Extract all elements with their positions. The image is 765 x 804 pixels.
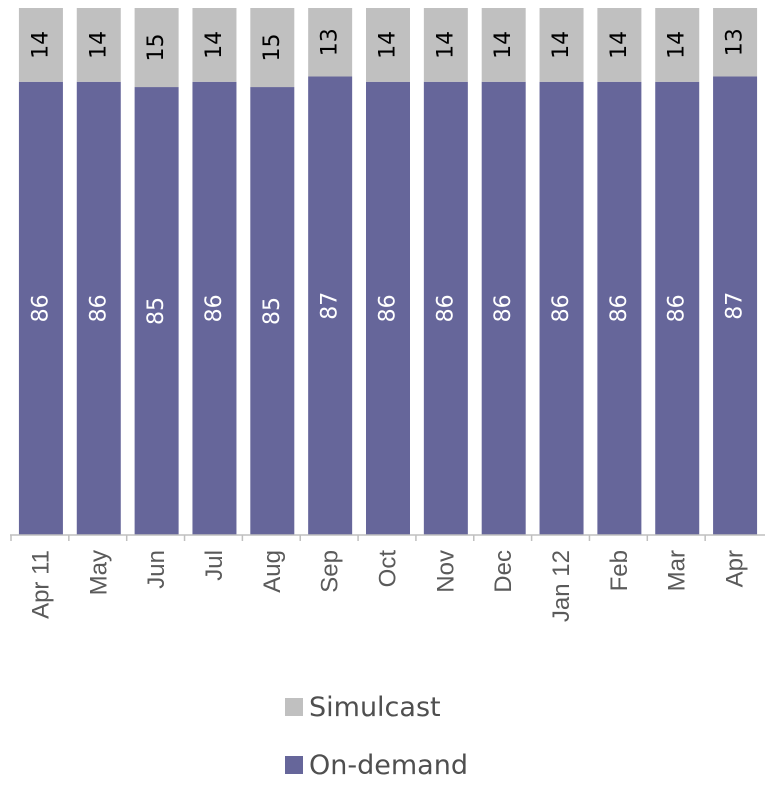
data-label-simulcast-5: 13: [318, 28, 343, 56]
x-tick-label-0: Apr 11: [27, 550, 54, 619]
x-tick-label-12: Apr: [722, 550, 749, 587]
x-tick-label-11: Mar: [664, 550, 691, 591]
data-label-on-demand-5: 87: [318, 292, 343, 320]
bar-on-demand-2: [134, 87, 179, 536]
bar-simulcast-3: [192, 8, 237, 82]
x-axis-ticks-group: [10, 535, 706, 541]
data-labels-group: 86 14 86 14 85 15 86 14 85 15 87 13 86 14 86 14 86 14 86 14…: [28, 28, 747, 325]
bar-simulcast-0: [18, 8, 63, 82]
bar-simulcast-5: [308, 8, 353, 77]
bar-on-demand-8: [481, 81, 526, 535]
data-label-simulcast-2: 15: [144, 34, 169, 62]
x-axis-labels-group: Apr 11 May Jun Jul Aug Sep Oct Nov Dec Jan 12 Feb M…: [27, 550, 748, 622]
data-label-on-demand-0: 86: [28, 294, 53, 322]
x-tick-label-4: Aug: [259, 550, 286, 593]
bar-on-demand-5: [308, 76, 353, 535]
bar-simulcast-7: [423, 8, 468, 82]
x-tick-label-9: Jan 12: [548, 550, 575, 622]
x-tick-label-6: Oct: [375, 550, 402, 588]
x-tick-label-3: Jul: [201, 550, 228, 581]
bar-on-demand-10: [597, 81, 642, 535]
bar-simulcast-4: [250, 8, 295, 88]
data-label-on-demand-8: 86: [491, 294, 516, 322]
data-label-simulcast-8: 14: [491, 31, 516, 59]
data-label-on-demand-4: 85: [260, 297, 285, 325]
data-label-simulcast-10: 14: [607, 31, 632, 59]
bar-simulcast-10: [597, 8, 642, 82]
legend-swatch-simulcast: [285, 698, 303, 716]
bar-simulcast-11: [655, 8, 700, 82]
legend-item-simulcast: Simulcast: [285, 688, 585, 726]
x-tick-label-10: Feb: [606, 550, 633, 591]
x-tick-label-5: Sep: [317, 550, 344, 593]
bar-on-demand-12: [713, 76, 758, 535]
bar-on-demand-11: [655, 81, 700, 535]
legend-item-on-demand: On-demand: [285, 746, 585, 784]
data-label-simulcast-12: 13: [723, 28, 748, 56]
bar-on-demand-9: [539, 81, 584, 535]
data-label-simulcast-6: 14: [376, 31, 401, 59]
bar-on-demand-6: [366, 81, 410, 535]
data-label-on-demand-12: 87: [723, 292, 748, 320]
stacked-bar-chart: 86 14 86 14 85 15 86 14 85 15 87 13 86 14 86 14 86 14 86 14…: [10, 8, 765, 622]
bar-on-demand-4: [250, 87, 295, 536]
data-label-simulcast-11: 14: [665, 31, 690, 59]
data-label-on-demand-9: 86: [549, 294, 574, 322]
data-label-on-demand-3: 86: [202, 294, 227, 322]
data-label-on-demand-7: 86: [433, 294, 458, 322]
data-label-simulcast-0: 14: [28, 31, 53, 59]
data-label-on-demand-1: 86: [86, 294, 111, 322]
bar-simulcast-2: [134, 8, 179, 88]
data-label-on-demand-11: 86: [665, 294, 690, 322]
bar-simulcast-8: [481, 8, 526, 82]
data-label-simulcast-1: 14: [86, 31, 111, 59]
bar-on-demand-1: [76, 81, 121, 535]
data-label-simulcast-3: 14: [202, 31, 227, 59]
legend-label-simulcast: Simulcast: [309, 691, 441, 723]
data-label-simulcast-7: 14: [433, 31, 458, 59]
bar-simulcast-9: [539, 8, 584, 82]
bar-on-demand-7: [423, 81, 468, 535]
bar-simulcast-6: [366, 8, 410, 82]
bar-simulcast-12: [713, 8, 758, 77]
bar-on-demand-3: [192, 81, 237, 535]
legend-swatch-on-demand: [285, 756, 303, 774]
legend-label-on-demand: On-demand: [309, 749, 468, 781]
data-label-on-demand-10: 86: [607, 294, 632, 322]
bar-simulcast-1: [76, 8, 121, 82]
x-tick-label-2: Jun: [143, 550, 170, 589]
legend: Simulcast On-demand: [285, 688, 585, 804]
data-label-on-demand-6: 86: [376, 294, 401, 322]
data-label-simulcast-4: 15: [260, 34, 285, 62]
x-tick-label-7: Nov: [432, 550, 459, 593]
x-tick-label-8: Dec: [490, 550, 517, 593]
bar-on-demand-0: [18, 81, 63, 535]
data-label-simulcast-9: 14: [549, 31, 574, 59]
x-tick-label-1: May: [85, 550, 112, 595]
bars-group: [18, 8, 758, 536]
data-label-on-demand-2: 85: [144, 297, 169, 325]
